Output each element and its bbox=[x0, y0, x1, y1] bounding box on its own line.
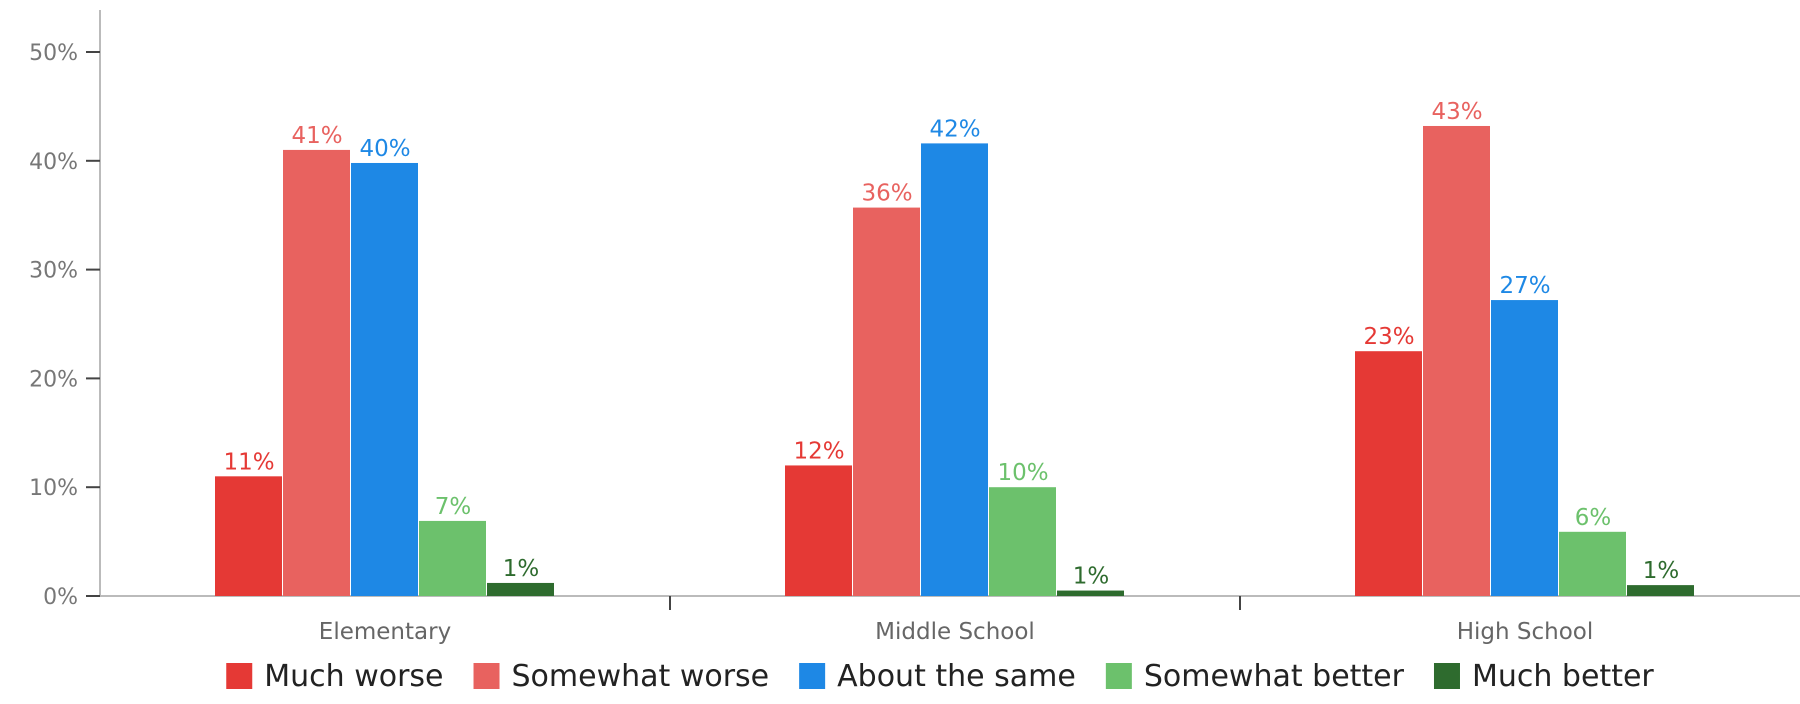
legend-item: Somewhat better bbox=[1105, 659, 1405, 694]
y-tick-label: 50% bbox=[29, 41, 78, 66]
bar bbox=[785, 465, 852, 596]
bar bbox=[853, 207, 920, 597]
legend-label: Much worse bbox=[264, 659, 443, 694]
bar-data-label: 10% bbox=[997, 460, 1048, 486]
y-tick-label: 30% bbox=[29, 259, 78, 284]
bar bbox=[419, 520, 486, 596]
bar bbox=[989, 487, 1056, 596]
bar-data-label: 42% bbox=[929, 116, 980, 142]
legend-swatch bbox=[226, 663, 253, 689]
data-labels: 11% 41% 40% 7% 1% 12% 36% 42% 10% 1% 23% 43% 27% 6% 1% bbox=[223, 99, 1679, 590]
bar bbox=[1559, 531, 1626, 596]
legend-item: Much better bbox=[1433, 659, 1654, 694]
bar bbox=[215, 476, 282, 596]
x-category-label: High School bbox=[1457, 619, 1594, 645]
legend-swatch bbox=[1105, 663, 1132, 689]
y-tick-label: 20% bbox=[29, 367, 78, 392]
bar-data-label: 43% bbox=[1431, 99, 1482, 125]
bar-data-label: 27% bbox=[1499, 273, 1550, 299]
bar bbox=[1057, 590, 1124, 596]
legend-label: About the same bbox=[837, 659, 1076, 694]
x-category-label: Middle School bbox=[875, 619, 1035, 645]
bar bbox=[1491, 300, 1558, 596]
bar-data-label: 11% bbox=[223, 449, 274, 475]
bar-data-label: 7% bbox=[435, 494, 472, 520]
bar-data-label: 41% bbox=[291, 123, 342, 149]
bar bbox=[921, 143, 988, 596]
legend-item: About the same bbox=[799, 659, 1076, 694]
legend-item: Much worse bbox=[226, 659, 444, 694]
bar bbox=[1627, 585, 1694, 596]
bar bbox=[487, 582, 554, 596]
bar-data-label: 6% bbox=[1575, 505, 1612, 531]
legend-swatch bbox=[473, 663, 500, 689]
bar-data-label: 1% bbox=[1643, 558, 1680, 584]
bar-data-label: 1% bbox=[503, 556, 540, 582]
x-category-label: Elementary bbox=[319, 619, 451, 645]
legend-label: Somewhat better bbox=[1144, 659, 1405, 694]
y-tick-label: 10% bbox=[29, 476, 78, 501]
bar bbox=[351, 162, 418, 596]
legend-label: Somewhat worse bbox=[512, 659, 770, 694]
legend-label: Much better bbox=[1472, 659, 1654, 694]
legend: Much worse Somewhat worse About the same So… bbox=[226, 659, 1654, 694]
bar-data-label: 36% bbox=[861, 181, 912, 207]
legend-swatch bbox=[1433, 663, 1460, 689]
bar bbox=[283, 149, 350, 597]
legend-swatch bbox=[799, 663, 826, 689]
bar bbox=[1423, 125, 1490, 596]
bar-data-label: 12% bbox=[793, 438, 844, 464]
y-tick-label: 0% bbox=[43, 585, 78, 610]
bar-data-label: 23% bbox=[1363, 324, 1414, 350]
axes: 0% 10% 20% 30% 40% 50% Elementary Middle School… bbox=[29, 10, 1800, 645]
bar bbox=[1355, 351, 1422, 596]
bars bbox=[215, 125, 1694, 597]
bar-data-label: 1% bbox=[1073, 564, 1110, 590]
y-tick-label: 40% bbox=[29, 150, 78, 175]
bar-data-label: 40% bbox=[359, 136, 410, 162]
legend-item: Somewhat worse bbox=[473, 659, 770, 694]
